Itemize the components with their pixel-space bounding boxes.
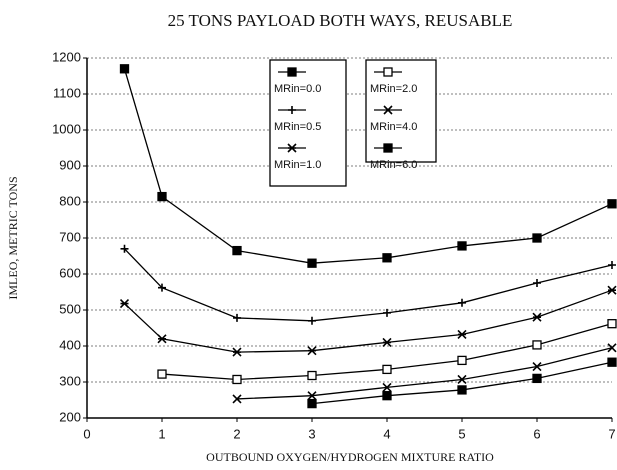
x-tick-label: 3	[308, 426, 315, 441]
marker	[382, 382, 392, 392]
series-line	[123, 68, 613, 264]
marker	[158, 283, 166, 292]
y-tick-label: 800	[59, 193, 81, 208]
y-tick-label: 900	[59, 157, 81, 172]
marker	[307, 398, 317, 409]
marker	[157, 191, 167, 202]
y-tick-label: 1100	[53, 85, 81, 100]
chart-title: 25 TONS PAYLOAD BOTH WAYS, REUSABLE	[168, 11, 513, 30]
y-tick-label: 1200	[52, 49, 81, 64]
legend-label: MRin=4.0	[370, 121, 417, 133]
legend-box	[365, 59, 437, 163]
y-tick-label: 1000	[52, 121, 81, 136]
x-tick-label: 0	[83, 426, 90, 441]
marker	[608, 261, 616, 269]
y-tick-label: 600	[59, 265, 81, 280]
marker	[382, 391, 392, 401]
marker	[457, 241, 467, 251]
marker	[382, 364, 392, 375]
marker	[120, 244, 129, 253]
marker	[308, 316, 316, 325]
marker	[607, 357, 617, 367]
marker	[157, 369, 167, 379]
x-tick-label: 5	[458, 426, 465, 441]
marker	[287, 67, 297, 77]
marker	[307, 258, 317, 268]
marker	[307, 391, 317, 401]
marker	[458, 298, 466, 307]
y-tick-label: 700	[59, 229, 81, 244]
legend-label: MRin=0.0	[274, 83, 321, 95]
marker	[157, 334, 167, 344]
marker	[119, 298, 130, 309]
series-line	[236, 347, 613, 400]
marker	[119, 64, 130, 74]
marker	[533, 279, 541, 287]
marker	[232, 374, 242, 385]
marker	[457, 355, 467, 366]
legend-label: MRin=6.0	[370, 159, 417, 171]
marker	[232, 394, 242, 404]
marker	[307, 370, 317, 381]
marker	[288, 106, 296, 114]
marker	[233, 313, 241, 322]
series-line	[124, 289, 613, 353]
marker	[532, 373, 542, 384]
y-tick-label: 500	[59, 301, 81, 316]
marker	[607, 343, 617, 353]
y-axis-label: IMLEO, METRIC TONS	[6, 176, 20, 299]
marker	[287, 143, 297, 153]
series-line	[124, 248, 613, 322]
marker	[532, 233, 542, 243]
marker	[383, 67, 393, 77]
legend-label: MRin=0.5	[274, 121, 321, 133]
legend-label: MRin=2.0	[370, 83, 417, 95]
x-tick-label: 6	[533, 426, 540, 441]
x-tick-label: 4	[383, 426, 390, 441]
series-line	[311, 361, 613, 405]
marker	[607, 199, 617, 209]
x-tick-label: 2	[233, 426, 240, 441]
legend-label: MRin=1.0	[274, 159, 321, 171]
marker	[382, 337, 392, 347]
marker	[232, 347, 242, 357]
marker	[532, 361, 542, 372]
marker	[457, 374, 467, 385]
marker	[607, 319, 617, 329]
marker	[383, 308, 391, 317]
x-axis-label: OUTBOUND OXYGEN/HYDROGEN MIXTURE RATIO	[206, 450, 494, 464]
marker	[607, 285, 617, 295]
y-tick-label: 300	[59, 373, 81, 388]
marker	[383, 105, 393, 115]
marker	[383, 143, 393, 153]
marker	[532, 340, 542, 350]
x-tick-label: 7	[608, 426, 615, 441]
marker	[232, 245, 242, 256]
marker	[457, 329, 467, 340]
marker	[457, 385, 467, 395]
x-tick-label: 1	[158, 426, 165, 441]
legend-box	[269, 59, 347, 187]
y-tick-label: 200	[59, 409, 81, 424]
y-tick-label: 400	[59, 337, 81, 352]
marker	[307, 346, 317, 356]
marker	[382, 253, 392, 263]
marker	[532, 312, 542, 322]
